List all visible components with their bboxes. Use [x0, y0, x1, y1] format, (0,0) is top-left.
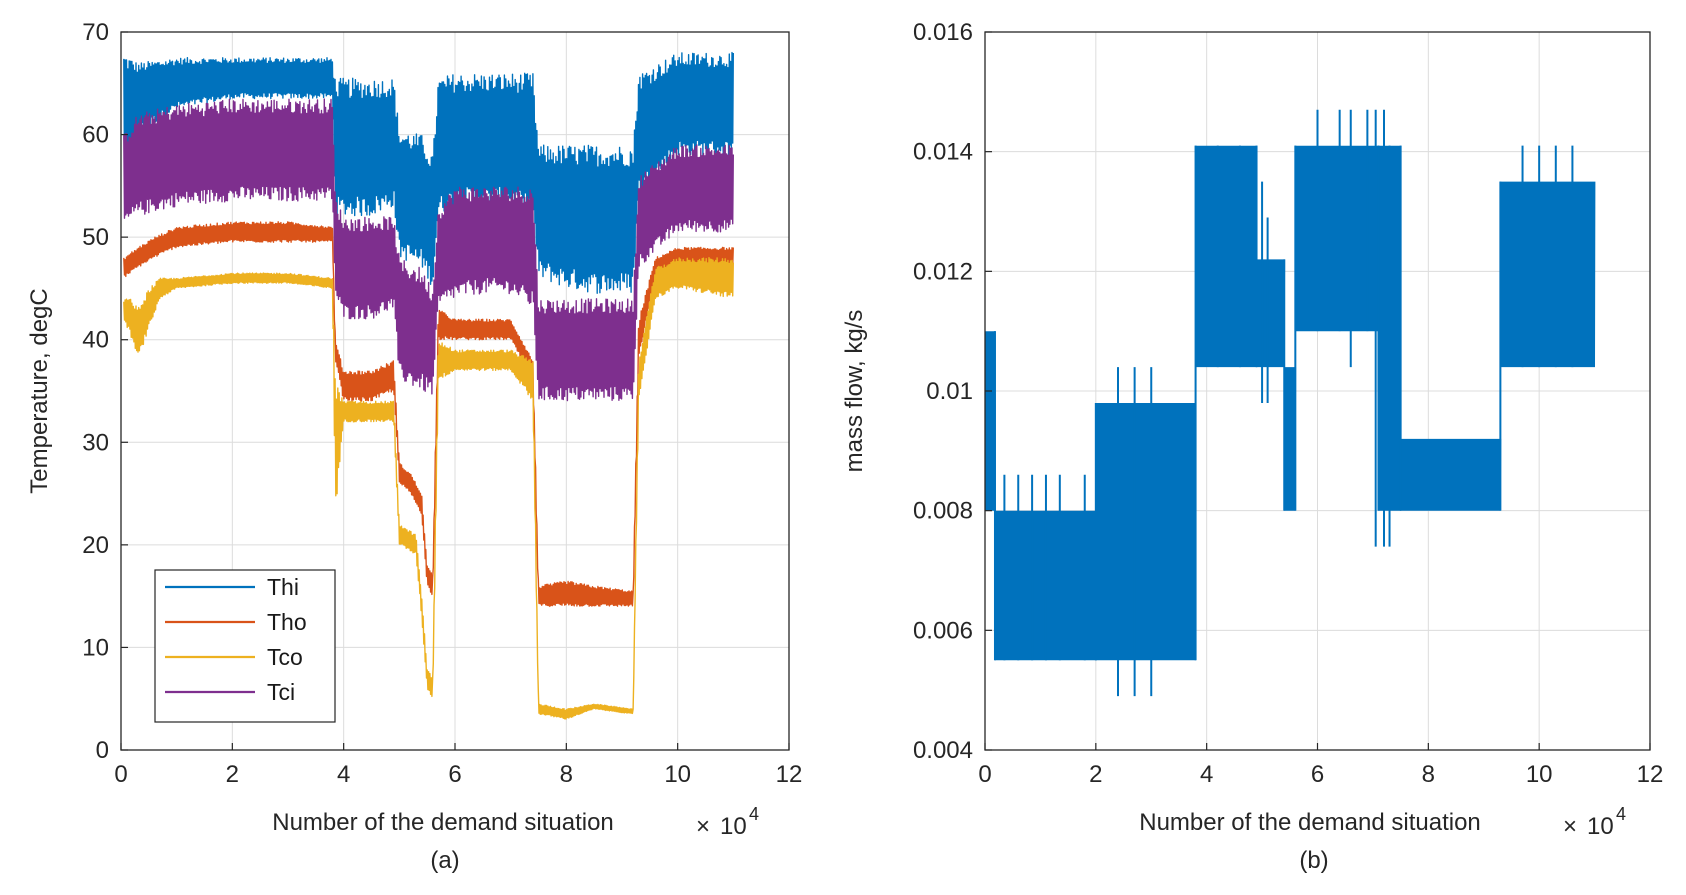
legend-box — [154, 569, 336, 723]
x-tick-label: 6 — [1311, 761, 1324, 788]
series-tho — [123, 221, 734, 608]
x-exponent-b: × 10 4 — [1563, 804, 1626, 840]
x-exponent-base-b: 10 — [1587, 813, 1614, 840]
x-tick-label: 4 — [1200, 761, 1213, 788]
legend-item-tho: Tho — [165, 609, 307, 635]
ticks-b: 0 2 4 6 8 10 12 0.004 0.006 0.008 0.01 0.012 0.014 0.… — [913, 19, 1663, 788]
y-tick-label: 0.01 — [926, 378, 973, 405]
x-exponent-times-b: × — [1563, 813, 1577, 840]
y-tick-label: 40 — [82, 327, 109, 354]
y-tick-label: 0.004 — [913, 737, 973, 764]
panel-a-temperature: 0 2 4 6 8 10 12 0 10 20 30 40 50 60 70 Temperature, de… — [26, 19, 802, 874]
y-tick-label: 0.008 — [913, 498, 973, 525]
y-tick-label: 20 — [82, 532, 109, 559]
x-exponent-a: × 10 4 — [696, 804, 759, 840]
legend-item-tci: Tci — [165, 679, 295, 705]
x-tick-label: 0 — [114, 761, 127, 788]
series-tci — [123, 98, 734, 402]
y-axis-label-b: mass flow, kg/s — [841, 310, 868, 473]
series-group-b — [985, 109, 1596, 697]
y-tick-label: 0 — [96, 737, 109, 764]
x-exponent-base-a: 10 — [720, 813, 747, 840]
x-exponent-power-b: 4 — [1616, 804, 1626, 824]
y-tick-label: 50 — [82, 224, 109, 251]
y-tick-label: 30 — [82, 429, 109, 456]
panel-b-mass-flow: 0 2 4 6 8 10 12 0.004 0.006 0.008 0.01 0.012 0.014 0.… — [841, 19, 1663, 874]
series-line-tco — [123, 257, 734, 720]
series-line-thi — [123, 51, 734, 294]
x-tick-label: 2 — [226, 761, 239, 788]
x-exponent-times-a: × — [696, 813, 710, 840]
x-tick-label: 10 — [1526, 761, 1553, 788]
series-line-tci — [123, 98, 734, 402]
legend-item-thi: Thi — [165, 574, 299, 600]
x-tick-label: 6 — [448, 761, 461, 788]
mass-flow-band — [1255, 259, 1286, 368]
y-tick-label: 0.012 — [913, 258, 973, 285]
y-tick-label: 70 — [82, 19, 109, 46]
x-tick-label: 0 — [978, 761, 991, 788]
x-axis-label-a: Number of the demand situation — [272, 809, 614, 836]
y-tick-label: 0.016 — [913, 19, 973, 46]
mass-flow-band — [1095, 402, 1197, 661]
y-tick-label: 10 — [82, 634, 109, 661]
series-mass-flow — [985, 109, 1596, 697]
series-group-a — [123, 51, 734, 720]
x-tick-label: 12 — [776, 761, 803, 788]
mass-flow-band — [1194, 145, 1258, 368]
legend-label: Tho — [267, 609, 307, 635]
legend-item-tco: Tco — [165, 644, 303, 670]
y-tick-label: 60 — [82, 122, 109, 149]
legend-label: Tci — [267, 679, 295, 705]
x-tick-label: 8 — [1422, 761, 1435, 788]
y-axis-label-a: Temperature, degC — [26, 288, 53, 493]
mass-flow-band — [1294, 145, 1380, 332]
series-thi — [123, 51, 734, 294]
legend-label: Tco — [267, 644, 303, 670]
x-exponent-power-a: 4 — [749, 804, 759, 824]
mass-flow-band — [1283, 367, 1297, 511]
x-tick-label: 8 — [560, 761, 573, 788]
caption-a: (a) — [430, 847, 459, 874]
x-tick-label: 4 — [337, 761, 350, 788]
ticks-a: 0 2 4 6 8 10 12 0 10 20 30 40 50 60 70 — [82, 19, 802, 788]
x-tick-label: 10 — [664, 761, 691, 788]
series-line-tho — [123, 221, 734, 608]
x-tick-label: 2 — [1089, 761, 1102, 788]
mass-flow-band — [1499, 181, 1596, 368]
x-tick-label: 12 — [1637, 761, 1664, 788]
legend-label: Thi — [267, 574, 299, 600]
y-tick-label: 0.014 — [913, 139, 973, 166]
caption-b: (b) — [1299, 847, 1328, 874]
mass-flow-band — [985, 331, 996, 511]
series-tco — [123, 257, 734, 720]
mass-flow-band — [1399, 438, 1502, 511]
legend: Thi Tho Tco Tci — [154, 569, 336, 723]
x-axis-label-b: Number of the demand situation — [1139, 809, 1481, 836]
y-tick-label: 0.006 — [913, 617, 973, 644]
